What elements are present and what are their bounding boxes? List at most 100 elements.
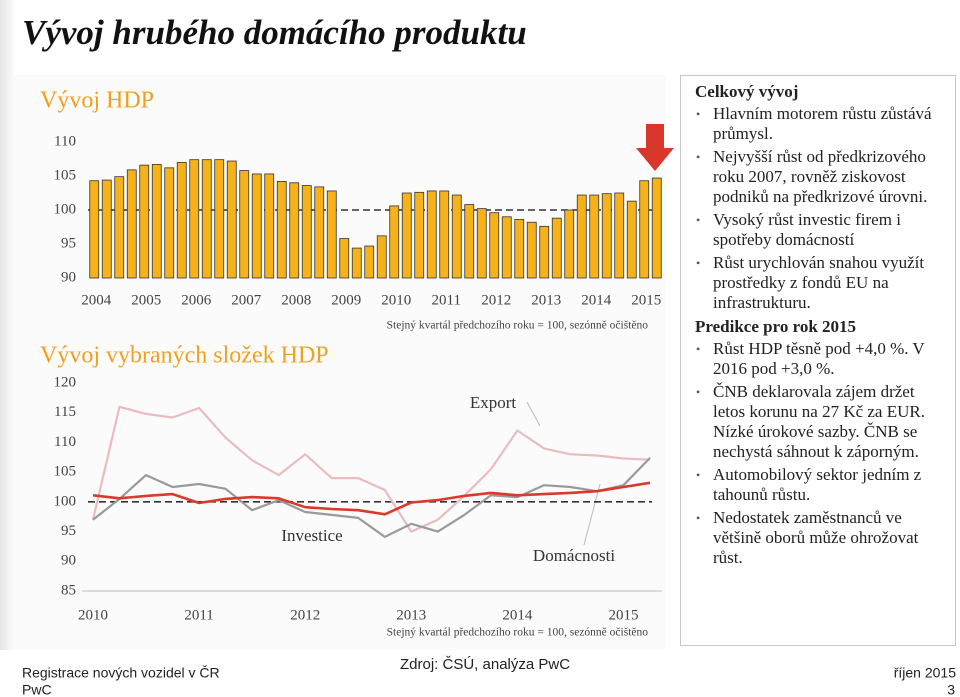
chart-area-bg bbox=[14, 75, 666, 650]
arrow-shaft bbox=[646, 124, 664, 150]
bar bbox=[201, 159, 212, 279]
bar bbox=[276, 181, 287, 279]
bullet-item: Hlavním motorem růstu zůstává průmysl. bbox=[695, 104, 945, 144]
bullet-item: Nejvyšší růst od předkrizového roku 2007… bbox=[695, 147, 945, 207]
bar bbox=[426, 190, 437, 279]
bar bbox=[626, 200, 637, 279]
bar bbox=[614, 192, 625, 279]
bullet-item: Nedostatek zaměstnanců ve většině oborů … bbox=[695, 508, 945, 568]
bullet-list: Hlavním motorem růstu zůstává průmysl.Ne… bbox=[695, 104, 945, 313]
bar bbox=[501, 216, 512, 279]
chart-title: Vývoj vybraných složek HDP bbox=[40, 343, 329, 369]
bar bbox=[189, 159, 200, 279]
bar bbox=[239, 170, 250, 279]
x-tick-label: 2015 bbox=[608, 607, 638, 623]
y-tick-label: 105 bbox=[54, 464, 77, 480]
leader-line bbox=[526, 401, 541, 427]
bar bbox=[139, 164, 150, 279]
bar bbox=[339, 238, 350, 279]
bar bbox=[489, 212, 500, 279]
x-tick-label: 2006 bbox=[181, 292, 212, 308]
y-tick-label: 90 bbox=[61, 269, 76, 285]
x-tick-label: 2014 bbox=[502, 607, 533, 623]
y-tick-label: 95 bbox=[61, 523, 76, 539]
bar bbox=[326, 190, 337, 279]
series-label: Export bbox=[470, 393, 517, 412]
chart-subtitle: Stejný kvartál předchozího roku = 100, s… bbox=[387, 320, 649, 332]
bar bbox=[401, 192, 412, 279]
y-tick-label: 110 bbox=[54, 434, 76, 450]
x-tick-label: 2004 bbox=[81, 292, 112, 308]
y-tick-label: 90 bbox=[61, 553, 76, 569]
bar bbox=[151, 164, 162, 279]
x-tick-label: 2008 bbox=[281, 292, 311, 308]
bar bbox=[226, 160, 237, 279]
bar bbox=[601, 193, 612, 279]
series-label: Domácnosti bbox=[533, 546, 615, 565]
bar bbox=[639, 180, 650, 279]
y-tick-label: 105 bbox=[54, 167, 77, 183]
footer-page: 3 bbox=[947, 682, 955, 697]
bullet-item: Automobilový sektor jedním z tahounů růs… bbox=[695, 465, 945, 505]
y-tick-label: 115 bbox=[54, 404, 76, 420]
x-tick-label: 2012 bbox=[290, 607, 320, 623]
bullet-item: ČNB deklarovala zájem držet letos korunu… bbox=[695, 382, 945, 462]
bar bbox=[364, 245, 375, 279]
x-tick-label: 2005 bbox=[131, 292, 161, 308]
bar bbox=[176, 161, 187, 279]
bar bbox=[514, 219, 525, 279]
bullet-item: Růst urychlován snahou využít prostředky… bbox=[695, 253, 945, 313]
footer-left: Registrace nových vozidel v ČR bbox=[22, 665, 220, 681]
bar bbox=[439, 190, 450, 279]
series-line bbox=[92, 457, 651, 538]
section-heading: Predikce pro rok 2015 bbox=[695, 317, 857, 336]
bar bbox=[526, 221, 537, 279]
bar bbox=[589, 194, 600, 279]
x-tick-label: 2012 bbox=[481, 292, 511, 308]
y-tick-label: 85 bbox=[61, 582, 76, 598]
bar bbox=[551, 217, 562, 279]
footer-source: Zdroj: ČSÚ, analýza PwC bbox=[400, 656, 570, 673]
x-tick-label: 2007 bbox=[231, 292, 262, 308]
x-tick-label: 2013 bbox=[531, 292, 561, 308]
y-tick-label: 95 bbox=[61, 235, 76, 251]
bullet-item: Vysoký růst investic firem i spotřeby do… bbox=[695, 210, 945, 250]
x-tick-label: 2010 bbox=[78, 607, 108, 623]
bar bbox=[164, 167, 175, 279]
bullet-item: Růst HDP těsně pod +4,0 %. V 2016 pod +3… bbox=[695, 339, 945, 379]
y-tick-label: 100 bbox=[54, 201, 77, 217]
bar bbox=[351, 247, 362, 279]
bar bbox=[251, 173, 262, 279]
bar bbox=[301, 185, 312, 279]
x-tick-label: 2010 bbox=[381, 292, 411, 308]
y-tick-label: 120 bbox=[54, 374, 77, 390]
bar bbox=[451, 194, 462, 279]
bar bbox=[414, 191, 425, 279]
x-tick-label: 2011 bbox=[432, 292, 461, 308]
footer-brand: PwC bbox=[22, 682, 52, 697]
series-label: Investice bbox=[281, 526, 342, 545]
slide-title: Vývoj hrubého domácího produktu bbox=[22, 13, 527, 52]
bullet-list: Růst HDP těsně pod +4,0 %. V 2016 pod +3… bbox=[695, 339, 945, 568]
bar bbox=[314, 186, 325, 279]
bar bbox=[651, 177, 662, 279]
x-tick-label: 2014 bbox=[581, 292, 612, 308]
section-heading: Celkový vývoj bbox=[695, 82, 799, 101]
bar bbox=[114, 176, 125, 279]
bar bbox=[126, 169, 137, 279]
x-tick-label: 2013 bbox=[396, 607, 426, 623]
y-tick-label: 100 bbox=[54, 493, 77, 509]
bar bbox=[389, 205, 400, 279]
bar bbox=[564, 209, 575, 279]
x-tick-label: 2011 bbox=[184, 607, 213, 623]
side-stripe bbox=[0, 0, 14, 650]
bar bbox=[464, 204, 475, 279]
bar bbox=[539, 225, 550, 279]
bar bbox=[476, 208, 487, 279]
bar bbox=[214, 159, 225, 279]
bar bbox=[264, 173, 275, 279]
bar bbox=[576, 194, 587, 279]
x-tick-label: 2009 bbox=[331, 292, 361, 308]
